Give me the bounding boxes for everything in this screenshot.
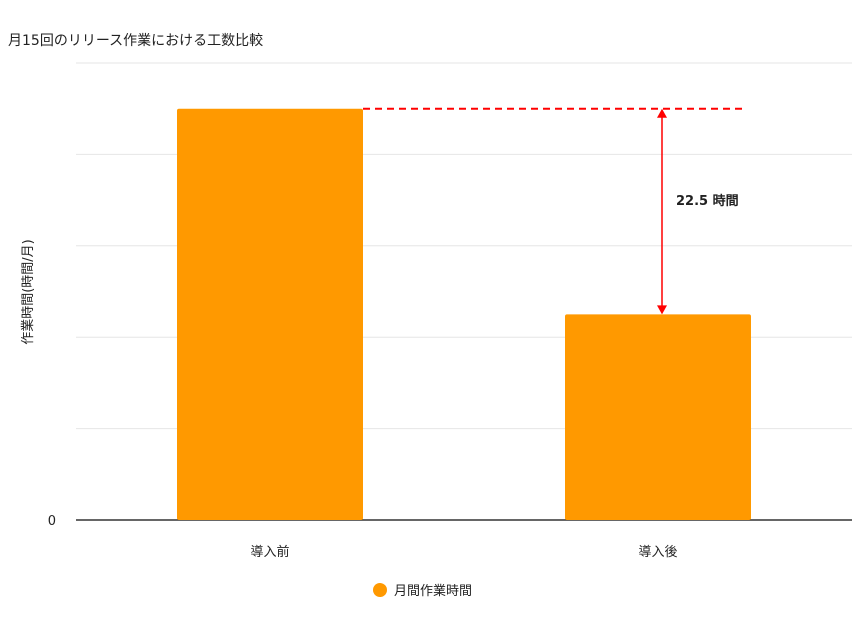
arrow-head-down: [657, 305, 667, 315]
legend-label: 月間作業時間: [394, 583, 472, 599]
arrow-head-up: [657, 108, 667, 118]
x-tick-label: 導入後: [638, 545, 677, 560]
difference-label: 22.5 時間: [676, 193, 739, 209]
x-tick-label: 導入前: [250, 544, 289, 560]
chart-title: 月15回のリリース作業における工数比較: [8, 33, 263, 49]
y-tick-label: 0: [48, 514, 56, 529]
y-axis-label: 作業時間(時間/月): [20, 239, 36, 345]
bar: [177, 108, 363, 520]
legend: 月間作業時間: [373, 583, 472, 599]
bar: [565, 314, 751, 520]
legend-marker: [373, 583, 387, 597]
